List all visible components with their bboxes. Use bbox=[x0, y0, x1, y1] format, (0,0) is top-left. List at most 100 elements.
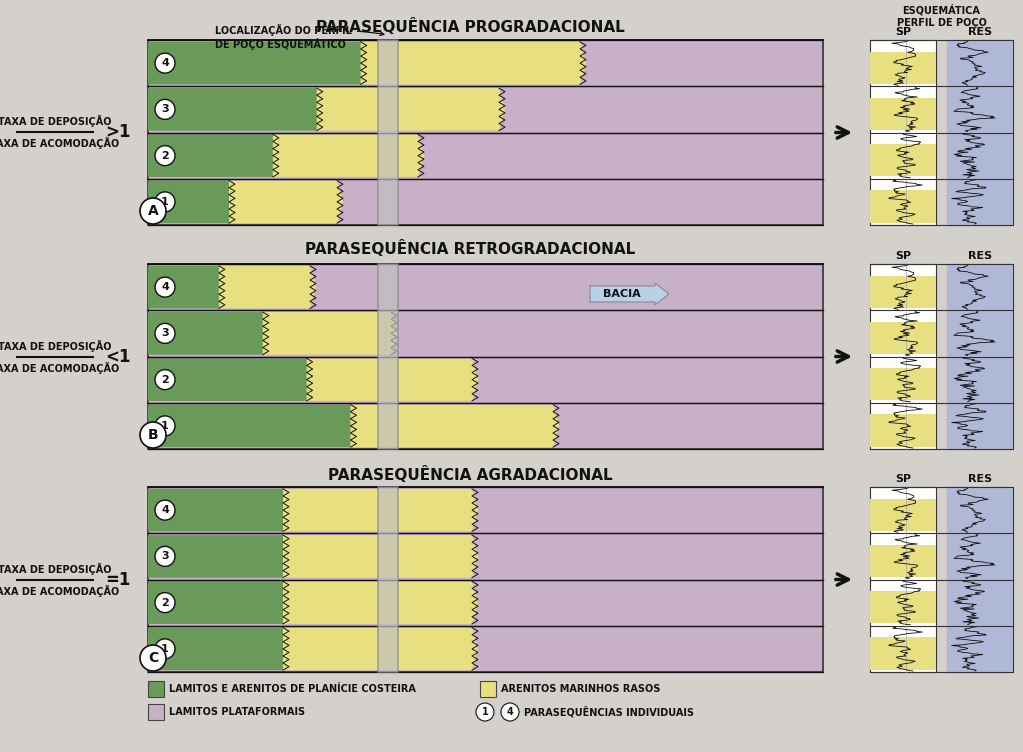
Text: <1: <1 bbox=[105, 348, 131, 366]
Polygon shape bbox=[148, 312, 267, 355]
Text: 3: 3 bbox=[162, 105, 169, 114]
Bar bbox=[947, 214, 1013, 225]
Bar bbox=[947, 345, 1013, 356]
Polygon shape bbox=[148, 405, 355, 447]
Text: TAXA DE DEPOSIÇÃO: TAXA DE DEPOSIÇÃO bbox=[0, 115, 112, 127]
Polygon shape bbox=[263, 312, 397, 355]
Text: 1: 1 bbox=[162, 644, 169, 654]
Polygon shape bbox=[361, 42, 586, 84]
Text: RESPOSTA
ESQUEMÁTICA
PERFIL DE POÇO: RESPOSTA ESQUEMÁTICA PERFIL DE POÇO bbox=[896, 0, 986, 28]
Text: PARASEQUÊNCIA RETROGRADACIONAL: PARASEQUÊNCIA RETROGRADACIONAL bbox=[305, 241, 635, 257]
Polygon shape bbox=[283, 489, 478, 532]
Bar bbox=[947, 121, 1013, 132]
Polygon shape bbox=[307, 359, 478, 401]
Text: 1: 1 bbox=[482, 707, 488, 717]
Text: BACIA: BACIA bbox=[604, 289, 640, 299]
Polygon shape bbox=[148, 581, 287, 624]
Polygon shape bbox=[283, 535, 478, 578]
FancyArrow shape bbox=[590, 283, 669, 305]
Bar bbox=[947, 311, 1013, 345]
Text: TAXA DE ACOMODAÇÃO: TAXA DE ACOMODAÇÃO bbox=[0, 362, 120, 374]
Polygon shape bbox=[283, 628, 478, 670]
Polygon shape bbox=[148, 88, 321, 131]
Circle shape bbox=[155, 593, 175, 613]
Polygon shape bbox=[148, 42, 364, 84]
Circle shape bbox=[155, 146, 175, 165]
Text: 2: 2 bbox=[162, 598, 169, 608]
Text: RES: RES bbox=[968, 474, 992, 484]
Polygon shape bbox=[148, 359, 311, 401]
Text: SP: SP bbox=[895, 251, 910, 261]
Bar bbox=[870, 98, 936, 130]
Bar bbox=[379, 264, 398, 449]
Polygon shape bbox=[148, 489, 287, 532]
Bar bbox=[947, 179, 1013, 214]
Bar bbox=[480, 681, 496, 697]
Bar bbox=[947, 40, 1013, 74]
Bar bbox=[379, 487, 398, 672]
Text: =1: =1 bbox=[105, 571, 130, 589]
Bar bbox=[947, 356, 1013, 391]
Polygon shape bbox=[148, 628, 287, 670]
Bar bbox=[870, 487, 936, 672]
Text: 1: 1 bbox=[162, 197, 169, 207]
Circle shape bbox=[155, 547, 175, 566]
Bar bbox=[947, 264, 1013, 449]
Bar bbox=[870, 591, 936, 623]
Text: C: C bbox=[148, 651, 159, 665]
Bar bbox=[870, 499, 936, 531]
Text: 4: 4 bbox=[161, 58, 169, 68]
Bar bbox=[947, 522, 1013, 533]
Text: PARASEQUÊNCIA PROGRADACIONAL: PARASEQUÊNCIA PROGRADACIONAL bbox=[316, 19, 624, 35]
Polygon shape bbox=[148, 135, 277, 177]
Bar bbox=[870, 414, 936, 447]
Bar bbox=[870, 322, 936, 354]
Bar bbox=[947, 167, 1013, 179]
Bar bbox=[947, 568, 1013, 580]
Bar bbox=[870, 368, 936, 400]
Polygon shape bbox=[148, 180, 233, 223]
Bar bbox=[947, 438, 1013, 449]
Bar bbox=[947, 614, 1013, 626]
Bar bbox=[947, 391, 1013, 403]
Circle shape bbox=[140, 198, 166, 224]
Polygon shape bbox=[317, 88, 505, 131]
Bar bbox=[870, 144, 936, 177]
Circle shape bbox=[155, 323, 175, 344]
Circle shape bbox=[155, 99, 175, 120]
Bar bbox=[947, 74, 1013, 86]
Text: TAXA DE ACOMODAÇÃO: TAXA DE ACOMODAÇÃO bbox=[0, 585, 120, 597]
Text: 4: 4 bbox=[161, 282, 169, 292]
Bar bbox=[947, 660, 1013, 672]
Bar bbox=[947, 403, 1013, 438]
Circle shape bbox=[155, 53, 175, 73]
Text: 2: 2 bbox=[162, 150, 169, 161]
Text: 2: 2 bbox=[162, 374, 169, 384]
Text: RES: RES bbox=[968, 251, 992, 261]
Text: LAMITOS PLATAFORMAIS: LAMITOS PLATAFORMAIS bbox=[169, 707, 305, 717]
Bar bbox=[870, 52, 936, 84]
Text: LOCALIZAÇÃO DO PERFIL
DE POÇO ESQUEMÁTICO: LOCALIZAÇÃO DO PERFIL DE POÇO ESQUEMÁTIC… bbox=[215, 24, 384, 50]
Circle shape bbox=[140, 422, 166, 448]
Bar bbox=[870, 40, 936, 225]
Bar bbox=[379, 40, 398, 225]
Text: 1: 1 bbox=[162, 421, 169, 431]
Bar bbox=[148, 681, 164, 697]
Bar bbox=[947, 86, 1013, 121]
Polygon shape bbox=[351, 405, 559, 447]
Bar bbox=[870, 637, 936, 670]
Circle shape bbox=[155, 500, 175, 520]
Bar bbox=[947, 487, 1013, 672]
Bar bbox=[148, 264, 822, 449]
Bar bbox=[947, 580, 1013, 614]
Polygon shape bbox=[229, 180, 343, 223]
Bar bbox=[870, 275, 936, 308]
Circle shape bbox=[155, 370, 175, 390]
Text: SP: SP bbox=[895, 474, 910, 484]
Text: B: B bbox=[147, 428, 159, 442]
Bar bbox=[947, 487, 1013, 522]
Bar bbox=[947, 533, 1013, 568]
Circle shape bbox=[140, 645, 166, 671]
Circle shape bbox=[501, 703, 519, 721]
Text: 4: 4 bbox=[506, 707, 514, 717]
